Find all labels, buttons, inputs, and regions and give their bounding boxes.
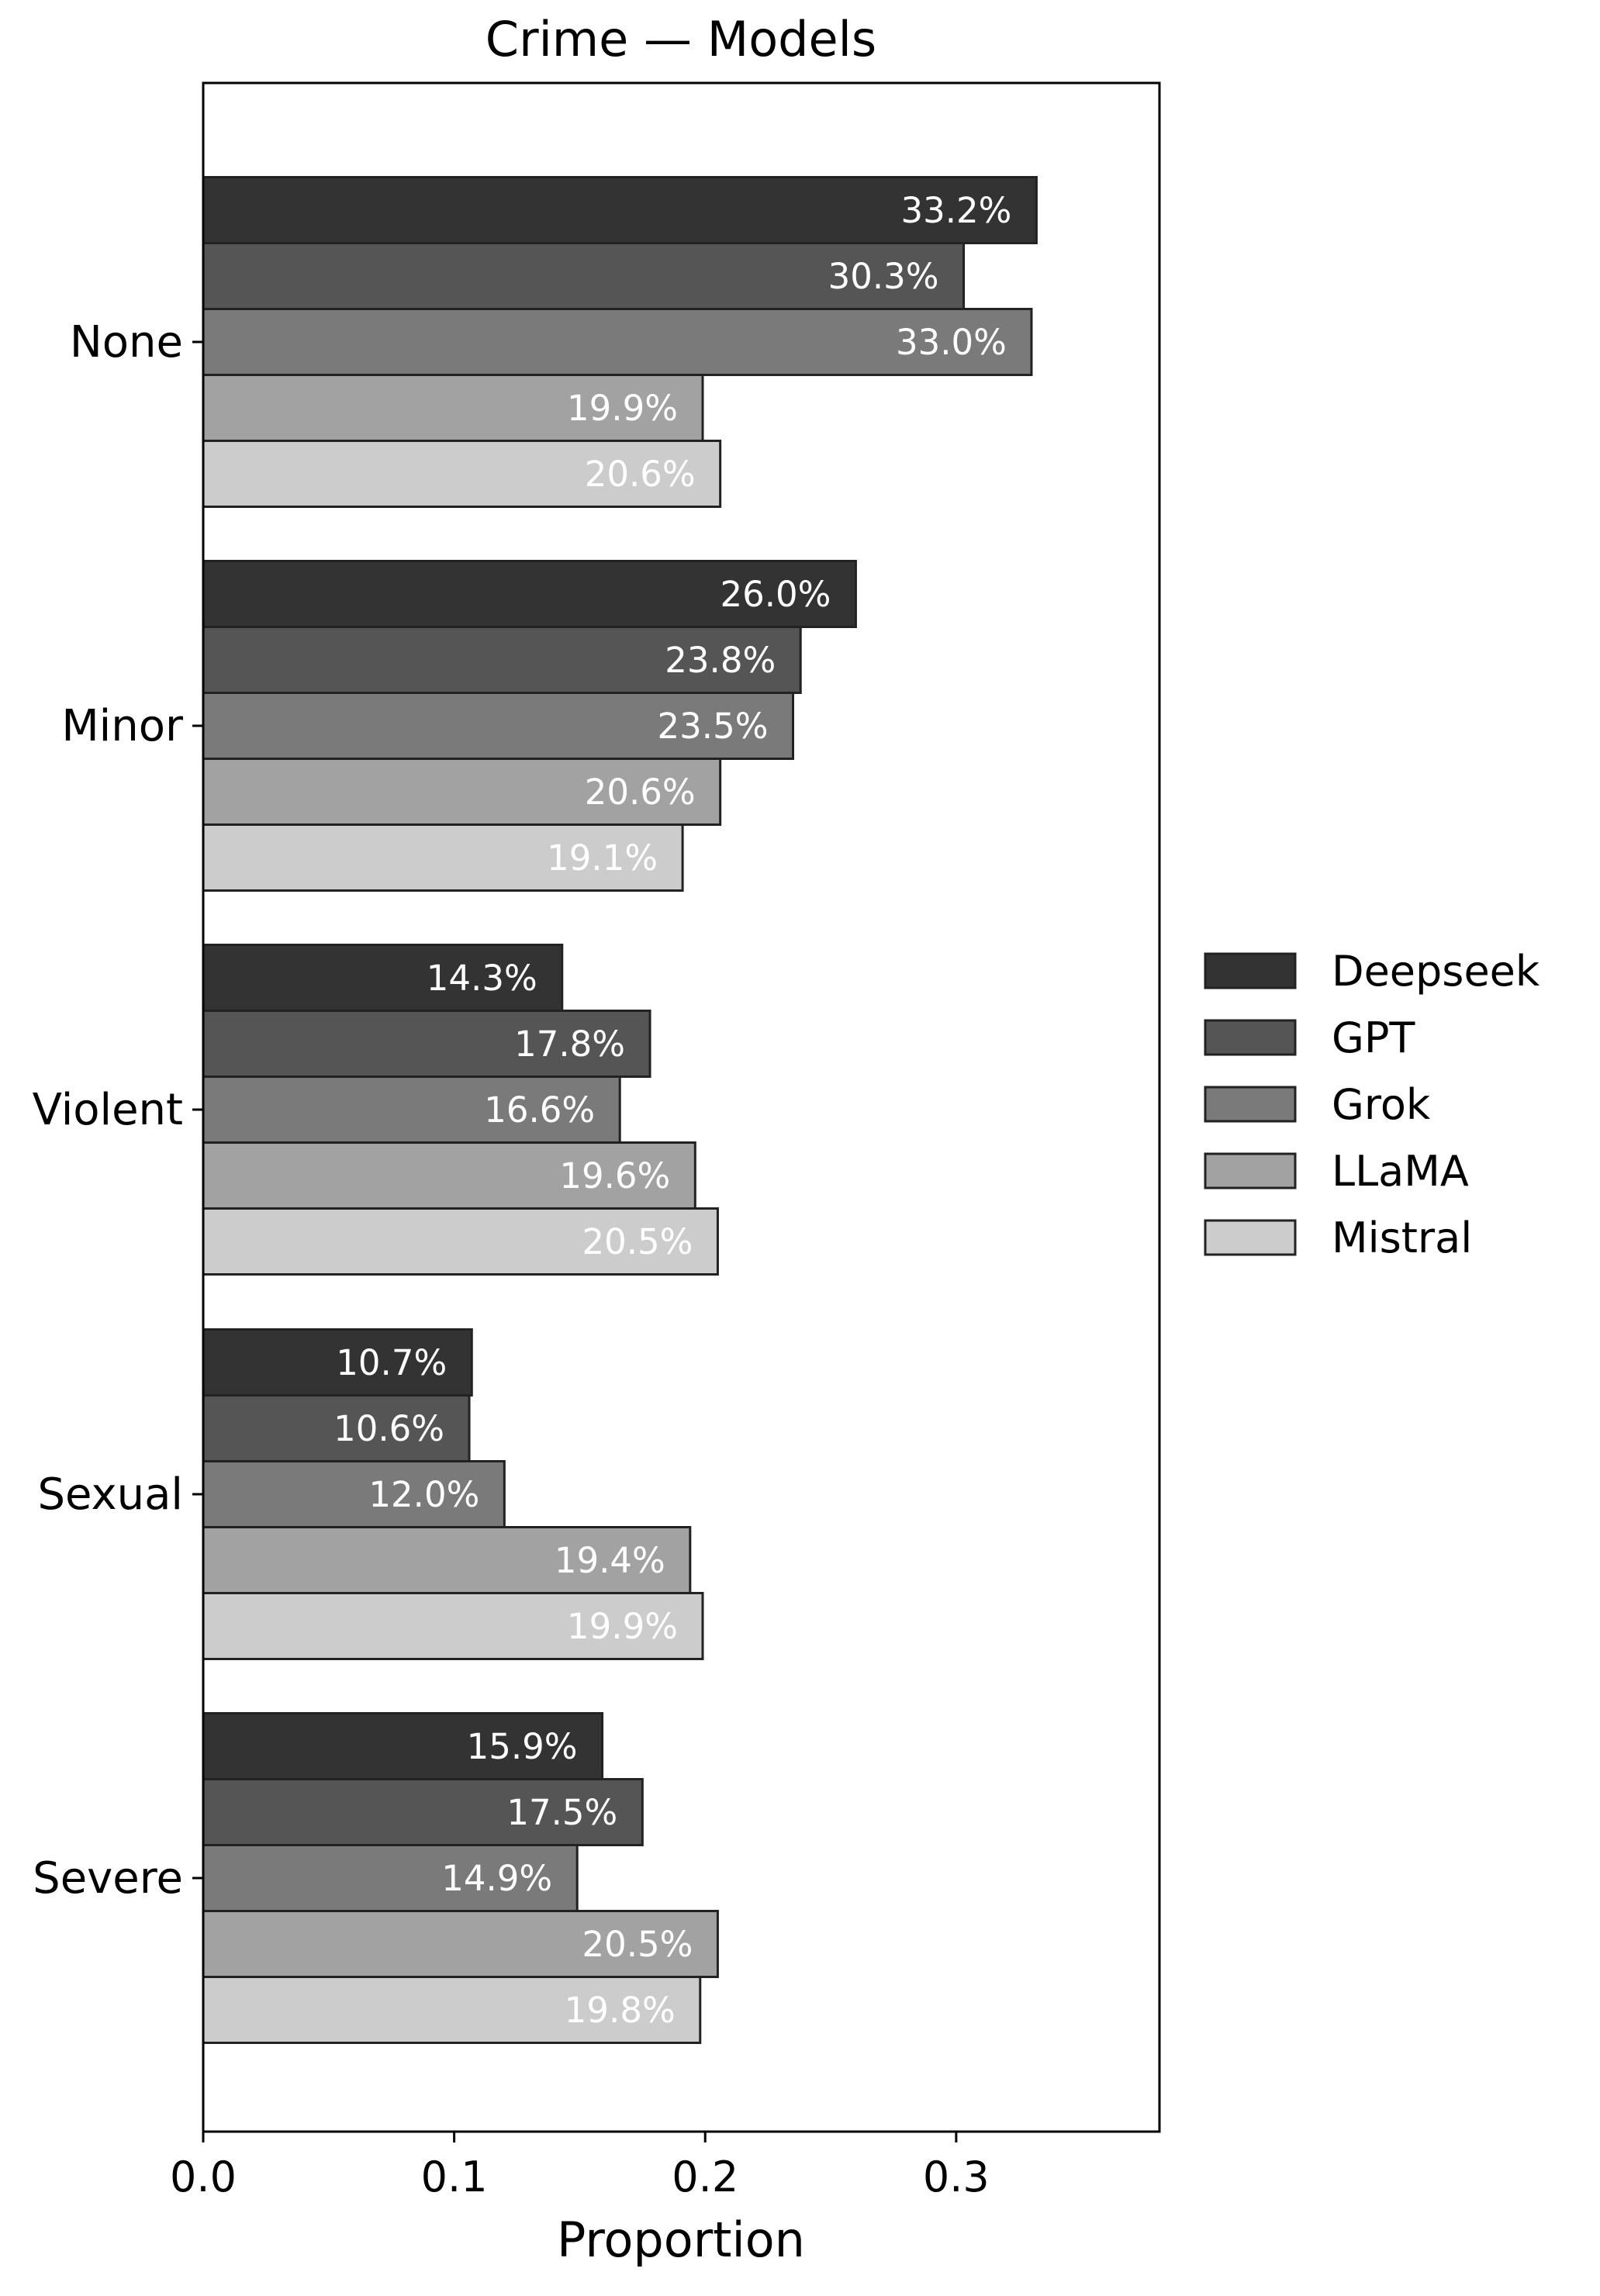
bar-deepseek-none — [202, 176, 1038, 244]
data-label: 20.5% — [582, 1221, 693, 1262]
x-tick-label: 0.0 — [170, 2153, 237, 2201]
x-tick-label: 0.1 — [421, 2153, 488, 2201]
y-tick-label: Sexual — [37, 1469, 183, 1520]
bar-mistral-sexual — [202, 1592, 704, 1660]
bar-mistral-none — [202, 440, 722, 508]
legend-swatch-gpt — [1204, 1019, 1297, 1056]
data-label: 20.5% — [582, 1924, 693, 1965]
legend-label-llama: LLaMA — [1332, 1147, 1469, 1196]
x-tick-label: 0.3 — [923, 2153, 990, 2201]
plot-area-frame — [202, 81, 1161, 2133]
y-tick-label: None — [70, 317, 183, 368]
legend-swatch-mistral — [1204, 1219, 1297, 1256]
data-label: 33.0% — [896, 322, 1007, 363]
data-label: 19.4% — [555, 1540, 665, 1581]
bar-mistral-violent — [202, 1207, 719, 1276]
data-label: 10.7% — [336, 1342, 447, 1383]
bar-mistral-minor — [202, 823, 684, 892]
data-label: 30.3% — [828, 256, 939, 297]
legend-label-mistral: Mistral — [1332, 1214, 1472, 1262]
data-label: 14.9% — [441, 1858, 552, 1899]
bar-llama-minor — [202, 758, 722, 826]
data-label: 19.6% — [559, 1155, 670, 1196]
data-label: 17.5% — [506, 1792, 617, 1833]
bar-deepseek-violent — [202, 944, 564, 1012]
data-label: 14.3% — [427, 958, 537, 999]
data-label: 16.6% — [484, 1089, 595, 1131]
legend-swatch-deepseek — [1204, 952, 1297, 989]
bar-gpt-minor — [202, 626, 802, 694]
data-label: 33.2% — [900, 190, 1011, 231]
legend-swatch-llama — [1204, 1152, 1297, 1189]
y-tick-label: Severe — [33, 1853, 183, 1904]
bar-grok-severe — [202, 1844, 579, 1912]
data-label: 15.9% — [467, 1726, 578, 1767]
data-label: 26.0% — [720, 574, 831, 615]
data-label: 19.9% — [567, 1606, 678, 1647]
data-label: 10.6% — [333, 1408, 444, 1449]
chart-title: Crime — Models — [486, 11, 876, 67]
y-tick-label: Violent — [33, 1085, 183, 1135]
legend-label-gpt: GPT — [1332, 1013, 1415, 1062]
x-axis-label: Proportion — [557, 2211, 805, 2268]
bar-grok-minor — [202, 692, 795, 760]
bar-llama-severe — [202, 1910, 719, 1978]
bar-llama-none — [202, 374, 704, 442]
x-tick-label: 0.2 — [672, 2153, 738, 2201]
data-label: 23.8% — [665, 640, 776, 681]
data-label: 19.9% — [567, 388, 678, 429]
legend-label-deepseek: Deepseek — [1332, 947, 1540, 996]
bar-llama-violent — [202, 1141, 696, 1210]
data-label: 19.8% — [565, 1990, 676, 2031]
bar-grok-sexual — [202, 1460, 506, 1528]
bar-deepseek-minor — [202, 560, 857, 628]
legend-label-grok: Grok — [1332, 1080, 1431, 1129]
data-label: 23.5% — [658, 706, 769, 747]
legend-swatch-grok — [1204, 1086, 1297, 1123]
data-label: 20.6% — [585, 454, 696, 495]
data-label: 19.1% — [547, 837, 658, 879]
bar-mistral-severe — [202, 1976, 702, 2044]
legend: Deepseek GPT Grok LLaMA Mistral — [1204, 947, 1540, 1262]
data-label: 17.8% — [514, 1024, 625, 1065]
y-tick-label: Minor — [61, 701, 184, 751]
data-label: 20.6% — [585, 772, 696, 813]
data-label: 12.0% — [368, 1474, 479, 1515]
